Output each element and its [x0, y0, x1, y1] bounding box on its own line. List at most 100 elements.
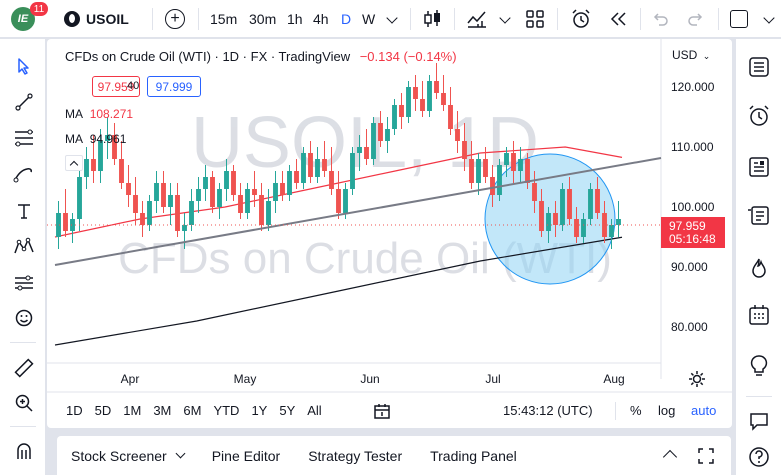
alert-clock-icon[interactable]: [570, 8, 592, 30]
ma-black-line: [54, 236, 623, 346]
layout-square-icon[interactable]: [730, 10, 748, 28]
time-axis[interactable]: Apr May Jun Jul Aug: [121, 372, 625, 386]
undo-icon[interactable]: [650, 9, 670, 29]
tab-stock-screener[interactable]: Stock Screener: [57, 436, 198, 475]
compare-add-button[interactable]: +: [165, 9, 185, 29]
fib-retracement-icon[interactable]: [10, 124, 38, 152]
cursor-icon[interactable]: [10, 52, 38, 80]
goto-date-icon[interactable]: [373, 402, 391, 420]
candle-body: [518, 159, 523, 171]
alerts-clock-icon[interactable]: [745, 102, 773, 130]
buy-price-box[interactable]: 97.999: [147, 76, 201, 97]
legend-title[interactable]: CFDs on Crude Oil (WTI) · 1D · FX · Trad…: [65, 49, 351, 64]
auto-scale-toggle[interactable]: auto: [691, 403, 717, 418]
price-tick-label: 90.000: [671, 260, 708, 274]
price-axis[interactable]: 120.000 110.000 100.000 90.000 80.000: [671, 80, 715, 334]
zoom-in-icon[interactable]: [10, 389, 38, 417]
tab-trading-panel[interactable]: Trading Panel: [416, 436, 531, 475]
tab-label: Trading Panel: [430, 447, 517, 464]
divider: [198, 8, 199, 30]
interval-4h[interactable]: 4h: [313, 10, 329, 27]
range-button-5d[interactable]: 5D: [94, 403, 112, 418]
interval-dropdown-chevron-icon[interactable]: [386, 12, 398, 24]
data-window-icon[interactable]: [745, 153, 773, 181]
panel-collapse-chevron-up-icon[interactable]: [662, 449, 678, 465]
candle-body: [462, 141, 467, 159]
calendar-icon[interactable]: [745, 301, 773, 329]
ruler-icon[interactable]: [10, 354, 38, 382]
layout-grid-icon[interactable]: [525, 9, 545, 29]
candle-body: [231, 171, 236, 195]
replay-rewind-icon[interactable]: [608, 8, 630, 30]
candle-body: [399, 105, 404, 117]
range-buttons: 1D 5D 1M 3M 6M YTD 1Y 5Y All: [66, 393, 322, 428]
range-button-all[interactable]: All: [307, 403, 322, 418]
trendline-upper[interactable]: [54, 157, 662, 266]
candle-body: [455, 129, 460, 141]
legend-collapse-button[interactable]: [65, 155, 83, 171]
candle-body: [553, 213, 558, 225]
panel-maximize-icon[interactable]: [697, 447, 715, 465]
chevron-down-icon: [175, 448, 186, 459]
range-button-6m[interactable]: 6M: [183, 403, 202, 418]
ma2-row[interactable]: MA 94.961: [65, 132, 126, 146]
brush-icon[interactable]: [10, 160, 38, 188]
chart-canvas[interactable]: USOIL, 1D CFDs on Crude Oil (WTI) 120.00…: [47, 39, 732, 428]
range-button-1m[interactable]: 1M: [123, 403, 142, 418]
news-icon[interactable]: [745, 201, 773, 229]
candle-body: [196, 189, 201, 201]
tab-pine-editor[interactable]: Pine Editor: [198, 436, 294, 475]
symbol-search[interactable]: USOIL: [64, 0, 129, 38]
trend-line-icon[interactable]: [10, 88, 38, 116]
ma2-label: MA: [65, 132, 83, 146]
prediction-tool-icon[interactable]: [10, 269, 38, 297]
candles-chart-type-icon[interactable]: [422, 8, 444, 30]
candle-body: [602, 213, 607, 237]
layout-chevron-icon[interactable]: [763, 12, 775, 24]
percent-scale-toggle[interactable]: %: [630, 403, 642, 418]
range-bar: 1D 5D 1M 3M 6M YTD 1Y 5Y All 15:43:12 (UTC) % lo…: [47, 393, 732, 428]
currency-selector[interactable]: USD ⌄: [672, 48, 710, 62]
interval-d[interactable]: D: [341, 10, 352, 27]
range-button-5y[interactable]: 5Y: [279, 403, 296, 418]
chart-settings-gear-icon[interactable]: [688, 370, 706, 388]
hotlists-fire-icon[interactable]: [745, 254, 773, 282]
tab-strategy-tester[interactable]: Strategy Tester: [294, 436, 416, 475]
ma1-row[interactable]: MA 108.271: [65, 107, 133, 121]
interval-1h[interactable]: 1h: [287, 10, 303, 27]
candle-body: [427, 81, 432, 111]
avatar-initials: IE: [17, 13, 29, 25]
pattern-tool-icon[interactable]: [10, 232, 38, 260]
range-button-3m[interactable]: 3M: [153, 403, 172, 418]
watchlist-icon[interactable]: [745, 53, 773, 81]
time-tick-label: Jun: [360, 372, 379, 386]
candle-body: [203, 177, 208, 189]
tab-label: Strategy Tester: [308, 447, 403, 464]
chat-bubble-icon[interactable]: [745, 407, 773, 435]
range-button-ytd[interactable]: YTD: [213, 403, 240, 418]
candle-body: [609, 225, 614, 237]
redo-icon[interactable]: [686, 9, 706, 29]
range-button-1y[interactable]: 1Y: [251, 403, 268, 418]
sell-price-box[interactable]: 97.959: [92, 76, 140, 97]
candle-body: [595, 189, 600, 213]
clock-timezone[interactable]: 15:43:12 (UTC): [503, 403, 593, 418]
interval-w[interactable]: W: [362, 10, 376, 27]
indicators-chevron-icon[interactable]: [499, 12, 511, 24]
ideas-lightbulb-icon[interactable]: [745, 352, 773, 380]
indicators-icon[interactable]: [466, 8, 488, 30]
divider: [10, 426, 36, 427]
log-scale-toggle[interactable]: log: [658, 403, 676, 418]
interval-30m[interactable]: 30m: [249, 10, 277, 27]
text-tool-icon[interactable]: [10, 197, 38, 225]
magnet-icon[interactable]: [10, 437, 38, 465]
chart-panel[interactable]: USOIL, 1D CFDs on Crude Oil (WTI) 120.00…: [47, 39, 732, 428]
interval-15m[interactable]: 15m: [210, 10, 238, 27]
help-icon[interactable]: [745, 443, 773, 471]
candle-body: [266, 201, 271, 225]
range-button-1d[interactable]: 1D: [66, 403, 83, 418]
current-price-tag: [661, 217, 725, 248]
emoji-icon[interactable]: [10, 304, 38, 332]
candle-body: [217, 189, 222, 207]
candle-body: [413, 87, 418, 99]
